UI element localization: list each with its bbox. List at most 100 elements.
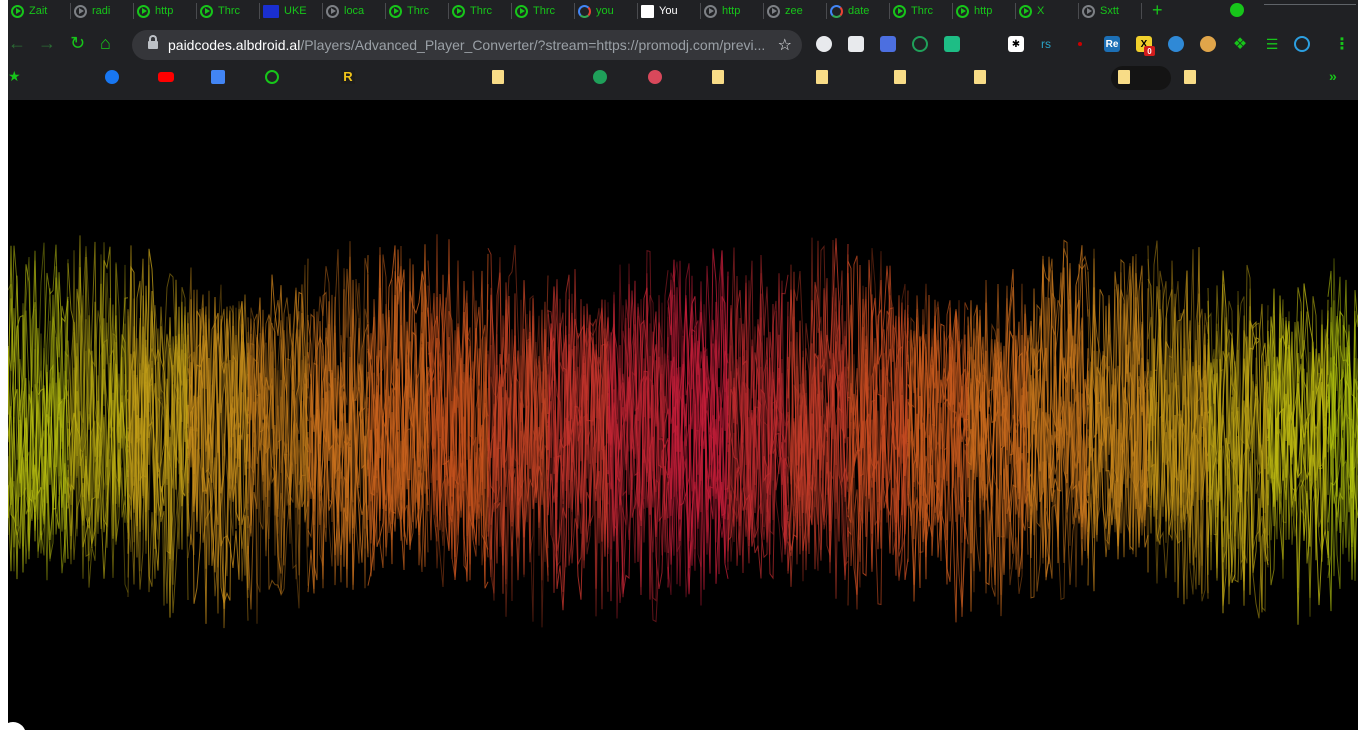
incognito-extension-icon[interactable]: [848, 36, 864, 52]
waveform-trace: [1267, 329, 1329, 617]
menu-dots-icon[interactable]: ⋮: [1334, 36, 1350, 53]
new-tab-plus-icon[interactable]: +: [1152, 0, 1163, 20]
globe-extension-icon[interactable]: [816, 36, 832, 52]
waveform-trace: [247, 331, 309, 609]
translate-bookmark-icon[interactable]: [211, 70, 225, 84]
waveform-trace: [727, 273, 789, 562]
waveform-trace: [787, 305, 849, 517]
bookmarks-star-icon[interactable]: ★: [8, 68, 21, 84]
waveform-trace: [427, 293, 489, 581]
tab-6[interactable]: Thrc: [386, 3, 449, 19]
tab-title: you: [596, 5, 614, 17]
waveform-trace: [487, 299, 549, 628]
floating-widget[interactable]: [0, 722, 26, 730]
tab-5[interactable]: loca: [323, 3, 386, 19]
tab-7[interactable]: Thrc: [449, 3, 512, 19]
folder-bookmark-icon[interactable]: [974, 70, 986, 84]
waveform-trace: [1147, 278, 1209, 594]
profile-circle-icon[interactable]: [1294, 36, 1310, 52]
red-dot-extension-icon[interactable]: [1072, 36, 1088, 52]
waveform-trace: [367, 245, 429, 550]
google-icon: [578, 4, 591, 18]
tab-9[interactable]: you: [575, 3, 638, 19]
waveform-trace: [127, 348, 189, 578]
tab-4[interactable]: UKE: [260, 3, 323, 19]
waveform-trace: [1087, 273, 1149, 554]
mail-extension-icon[interactable]: [880, 36, 896, 52]
reload-icon[interactable]: ↻: [70, 33, 86, 53]
forward-arrow-icon[interactable]: →: [38, 33, 56, 53]
play-circle-icon: [200, 4, 213, 18]
gear-extension-icon[interactable]: [944, 36, 960, 52]
waveform-trace: [847, 309, 909, 536]
waveform-trace: [727, 305, 789, 546]
tab-16[interactable]: X: [1016, 3, 1079, 19]
tab-8[interactable]: Thrc: [512, 3, 575, 19]
address-bar[interactable]: paidcodes.albdroid.al/Players/Advanced_P…: [132, 30, 802, 60]
tab-13[interactable]: date: [827, 3, 890, 19]
waveform-trace: [8, 372, 69, 563]
tab-2[interactable]: http: [134, 3, 197, 19]
bookmarks-bar: ★ R »: [8, 66, 1358, 90]
tab-1[interactable]: radi: [71, 3, 134, 19]
asterisk-extension-icon[interactable]: ✱: [1008, 36, 1024, 52]
waveform-trace: [967, 269, 1029, 586]
waveform-trace: [1087, 258, 1149, 527]
folder-bookmark-icon[interactable]: [816, 70, 828, 84]
tab-17[interactable]: Sxtt: [1079, 3, 1142, 19]
globe-bookmark-icon[interactable]: [593, 70, 607, 84]
earth-extension-icon[interactable]: [1168, 36, 1184, 52]
globe-icon: [704, 4, 717, 18]
puzzle-extensions-icon[interactable]: ❖: [1232, 36, 1248, 53]
github-icon: [767, 4, 780, 18]
tab-11[interactable]: http: [701, 3, 764, 19]
bookmark-star-icon[interactable]: ☆: [777, 37, 792, 54]
tab-10[interactable]: You: [638, 3, 701, 19]
play-bookmark-icon[interactable]: [265, 70, 279, 84]
rose-bookmark-icon[interactable]: [648, 70, 662, 84]
tab-12[interactable]: zee: [764, 3, 827, 19]
tab-title: X: [1037, 5, 1045, 17]
tab-title: http: [722, 5, 741, 17]
home-icon[interactable]: ⌂: [100, 33, 111, 53]
facebook-bookmark-icon[interactable]: [105, 70, 119, 84]
waveform-trace: [307, 352, 369, 556]
folder-bookmark-icon[interactable]: [1184, 70, 1196, 84]
waveform-trace: [187, 296, 249, 525]
tab-3[interactable]: Thrc: [197, 3, 260, 19]
waveform-trace: [607, 315, 669, 623]
url-text[interactable]: paidcodes.albdroid.al/Players/Advanced_P…: [168, 37, 765, 53]
back-arrow-icon[interactable]: ←: [8, 33, 26, 53]
waveform-trace: [1147, 240, 1209, 599]
profile-icon[interactable]: [1230, 3, 1244, 17]
play-circle-icon: [1019, 4, 1032, 18]
waveform-trace: [607, 270, 669, 619]
youtube-bookmark-icon[interactable]: [158, 72, 174, 82]
rs-extension-icon[interactable]: rs: [1041, 37, 1051, 51]
folder-bookmark-icon[interactable]: [492, 70, 504, 84]
cookie-extension-icon[interactable]: [1200, 36, 1216, 52]
folder-bookmark-icon[interactable]: [712, 70, 724, 84]
bookmarks-overflow-icon[interactable]: »: [1329, 68, 1337, 84]
folder-bookmark-icon[interactable]: [894, 70, 906, 84]
check-extension-icon[interactable]: [912, 36, 928, 52]
waveform-trace: [367, 385, 429, 533]
tab-title: Thrc: [911, 5, 933, 17]
tab-14[interactable]: Thrc: [890, 3, 953, 19]
tab-15[interactable]: http: [953, 3, 1016, 19]
r-bookmark-icon[interactable]: R: [341, 70, 355, 84]
waveform-trace: [547, 299, 609, 574]
waveform-trace: [247, 314, 309, 596]
window-controls[interactable]: [1264, 4, 1356, 16]
tab-title: Zait: [29, 5, 48, 17]
tab-0[interactable]: Zait: [8, 3, 71, 19]
waveform-trace: [787, 285, 849, 530]
media-queue-icon[interactable]: ☰: [1265, 35, 1279, 52]
tab-title: Thrc: [470, 5, 492, 17]
play-circle-icon: [452, 4, 465, 18]
re-extension-icon[interactable]: Re: [1104, 36, 1120, 52]
waveform-trace: [1267, 331, 1329, 508]
folder-bookmark-icon[interactable]: [1118, 70, 1130, 84]
lock-icon[interactable]: [148, 35, 158, 49]
visualizer-canvas[interactable]: [8, 100, 1358, 730]
